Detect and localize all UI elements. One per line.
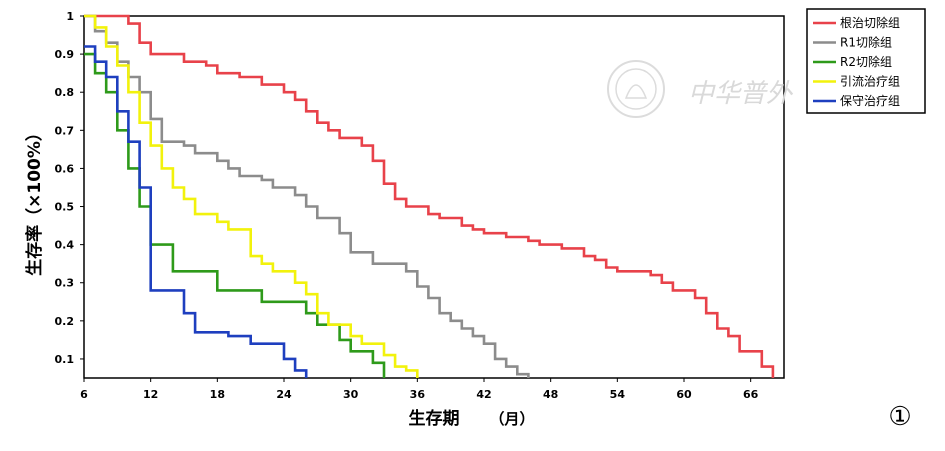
figure-label: ① [888,402,911,432]
y-tick-label: 0.8 [55,86,75,99]
y-tick-label: 0.6 [55,162,75,175]
x-tick-label: 6 [80,388,88,401]
series-line-2 [84,14,530,378]
x-tick-label: 30 [343,388,359,401]
x-tick-label: 66 [743,388,759,401]
x-tick-label: 12 [143,388,158,401]
x-axis-unit: （月） [489,410,534,428]
y-tick-label: 0.2 [55,315,75,328]
x-tick-label: 42 [476,388,491,401]
series-line-5 [84,45,308,378]
x-tick-label: 36 [410,388,426,401]
x-axis: 6 12 18 24 30 36 42 48 54 60 66 [80,378,759,401]
legend-label: 保守治疗组 [840,94,900,108]
watermark: 中华普外 [607,60,794,118]
x-tick-label: 18 [210,388,225,401]
watermark-text: 中华普外 [688,79,794,109]
x-tick-label: 60 [676,388,692,401]
series-layer [84,14,775,378]
series-line-4 [84,14,419,378]
legend-label: R1切除组 [840,35,892,50]
legend-label: 引流治疗组 [840,75,900,89]
y-tick-label: 0.9 [55,48,75,61]
x-tick-label: 48 [543,388,558,401]
y-axis-title: 生存率（×100%） [24,124,45,276]
y-tick-label: 0.4 [55,239,75,252]
legend-label: R2切除组 [840,54,892,69]
y-tick-label: 0.3 [55,277,75,290]
x-tick-label: 24 [276,388,292,401]
y-tick-label: 0.5 [55,201,75,214]
series-line-1 [84,14,775,378]
y-axis: 0.1 0.2 0.3 0.4 0.5 0.6 0.7 0.8 0.9 1 [55,10,84,366]
plot-frame [83,15,785,379]
y-tick-label: 0.7 [55,124,75,137]
y-tick-label: 0.1 [55,353,75,366]
legend-label: 根治切除组 [840,15,900,30]
plot-area: 中华普外 [83,14,794,379]
y-tick-label: 1 [66,10,74,23]
x-axis-title: 生存期 [409,408,460,429]
x-tick-label: 54 [610,388,626,401]
watermark-seal-icon [607,60,665,118]
